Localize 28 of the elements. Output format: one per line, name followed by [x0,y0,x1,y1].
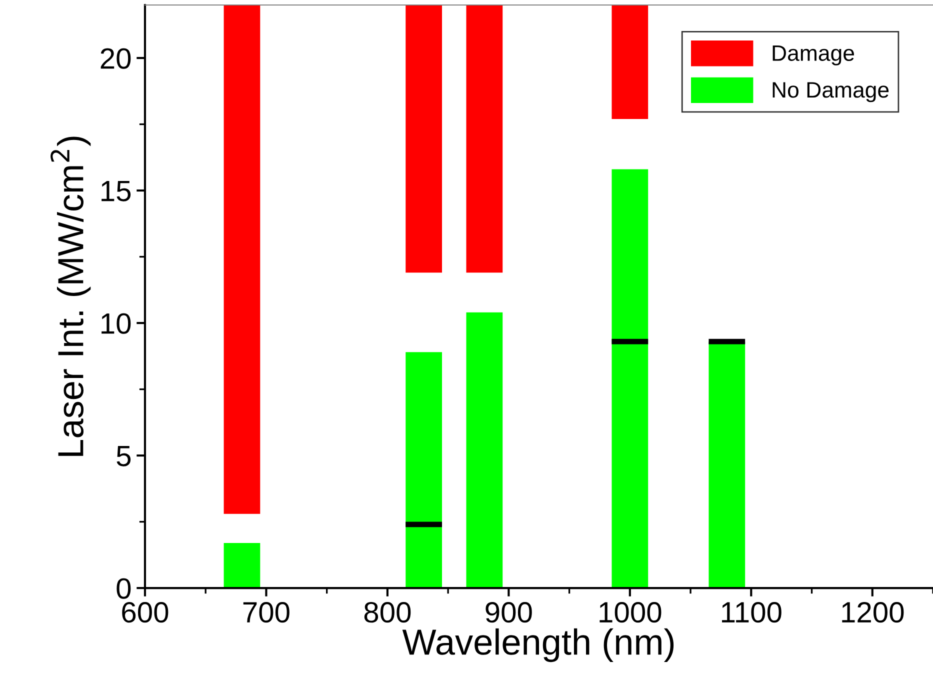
bar [708,342,746,588]
y-tick-label: 20 [100,48,131,69]
x-tick-label: 700 [243,602,290,623]
y-axis-title: Laser Int. (MW/cm$^{2}$) [50,136,91,456]
y-tick-label: 0 [116,578,131,599]
y-tick-label: 15 [102,181,131,202]
x-axis-title: Wavelength (nm) [402,628,674,662]
x-tick-label: 800 [364,602,411,623]
y-tick-label: 10 [102,313,131,334]
x-tick-label: 1100 [722,602,782,623]
y-tick-label: 5 [116,446,131,466]
bar [224,542,260,588]
bar [708,338,746,344]
bar [406,4,442,273]
bar [224,4,260,514]
x-tick-label: 900 [486,602,532,623]
bar [612,4,648,119]
legend-label: Damage [772,45,854,66]
bar [612,169,648,588]
x-tick-label: 1000 [600,602,662,623]
bar [466,4,503,273]
bar [612,338,648,344]
bar [466,312,503,588]
bar [406,522,442,528]
bar [406,352,442,588]
x-tick-label: 600 [122,602,168,623]
legend-label: No Damage [772,82,889,102]
x-tick-label: 1200 [842,602,904,623]
